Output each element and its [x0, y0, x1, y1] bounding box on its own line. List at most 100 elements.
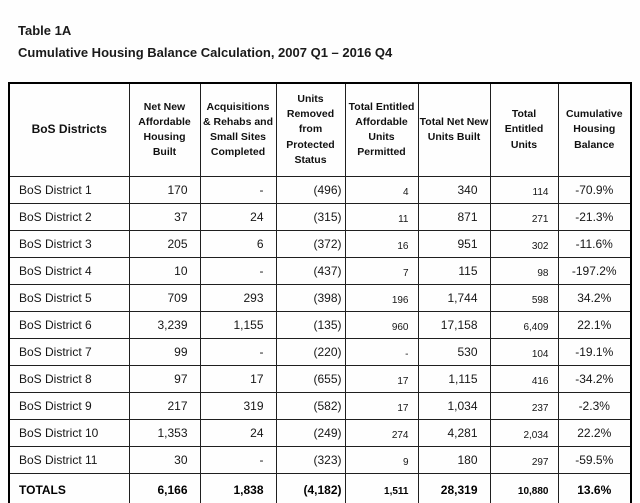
value-cell: 6: [199, 230, 277, 258]
table-row-9: BoS District 9 217 319 (582) 17 1,034 237 -2.3%: [8, 392, 632, 420]
table-row-1: BoS District 1 170- (496) 4 340 114 -70.9%: [8, 176, 632, 204]
value-cell: 9: [344, 446, 419, 474]
value-cell: 302: [489, 230, 559, 258]
value-cell: 17,158: [417, 311, 491, 339]
district-cell: BoS District 7: [8, 338, 130, 366]
value-cell: 24: [199, 203, 277, 231]
totals-value-cell: 13.6%: [557, 473, 632, 503]
value-cell: 17: [344, 365, 419, 393]
page-subtitle: Cumulative Housing Balance Calculation, …: [18, 44, 393, 60]
totals-value-cell: 1,511: [344, 473, 419, 503]
district-cell: BoS District 10: [8, 419, 130, 447]
page-title: Table 1A: [18, 23, 72, 38]
table-row-7: BoS District 7 99- (220) -530 104 -19.1%: [8, 338, 632, 366]
table-row-2: BoS District 2 37 24 (315) 11 871 271 -21.3%: [8, 203, 632, 231]
value-cell: 1,155: [199, 311, 277, 339]
value-cell: 17: [344, 392, 419, 420]
value-cell: 293: [199, 284, 277, 312]
value-cell: 205: [128, 230, 201, 258]
table-row-10: BoS District 10 1,353 24 (249) 274 4,281 2,034…: [8, 419, 632, 447]
value-cell: -34.2%: [557, 365, 632, 393]
district-cell: BoS District 9: [8, 392, 130, 420]
value-cell: -21.3%: [557, 203, 632, 231]
value-cell: 114: [489, 176, 559, 204]
totals-value-cell: 10,880: [489, 473, 559, 503]
value-cell: (582): [275, 392, 346, 420]
district-cell: BoS District 4: [8, 257, 130, 285]
value-cell: 951: [417, 230, 491, 258]
value-cell: 34.2%: [557, 284, 632, 312]
column-header-net-new-affordable-housing-built: Net New Affordable Housing Built: [128, 82, 201, 177]
value-cell: 22.2%: [557, 419, 632, 447]
value-cell: 6,409: [489, 311, 559, 339]
column-header-bos-districts: BoS Districts: [8, 82, 130, 177]
value-cell: -: [199, 176, 277, 204]
value-cell: -2.3%: [557, 392, 632, 420]
table-row-5: BoS District 5 709 293 (398) 196 1,744 598 34.2…: [8, 284, 632, 312]
value-cell: -: [199, 257, 277, 285]
district-cell: BoS District 5: [8, 284, 130, 312]
value-cell: 196: [344, 284, 419, 312]
value-cell: (220): [275, 338, 346, 366]
value-cell: -: [344, 338, 419, 366]
value-cell: -: [199, 446, 277, 474]
value-cell: 7: [344, 257, 419, 285]
value-cell: 416: [489, 365, 559, 393]
district-cell: BoS District 6: [8, 311, 130, 339]
column-header-acquisitions-rehabs-small-sites-completed: Acquisitions & Rehabs and Small Sites Co…: [199, 82, 277, 177]
value-cell: -11.6%: [557, 230, 632, 258]
value-cell: -70.9%: [557, 176, 632, 204]
value-cell: 98: [489, 257, 559, 285]
value-cell: 274: [344, 419, 419, 447]
title-block: Table 1A Cumulative Housing Balance Calc…: [18, 23, 393, 61]
value-cell: 2,034: [489, 419, 559, 447]
district-cell: BoS District 8: [8, 365, 130, 393]
value-cell: -197.2%: [557, 257, 632, 285]
value-cell: 598: [489, 284, 559, 312]
value-cell: 960: [344, 311, 419, 339]
value-cell: (372): [275, 230, 346, 258]
table-row-8: BoS District 8 97 17 (655) 17 1,115 416 -34.2%: [8, 365, 632, 393]
value-cell: 319: [199, 392, 277, 420]
value-cell: 4: [344, 176, 419, 204]
value-cell: 340: [417, 176, 491, 204]
value-cell: 10: [128, 257, 201, 285]
value-cell: 17: [199, 365, 277, 393]
value-cell: 115: [417, 257, 491, 285]
value-cell: (655): [275, 365, 346, 393]
table-row-6: BoS District 6 3,239 1,155 (135) 960 17,158 6,…: [8, 311, 632, 339]
value-cell: 271: [489, 203, 559, 231]
district-cell: BoS District 3: [8, 230, 130, 258]
value-cell: 1,353: [128, 419, 201, 447]
value-cell: (323): [275, 446, 346, 474]
value-cell: -19.1%: [557, 338, 632, 366]
value-cell: 1,115: [417, 365, 491, 393]
totals-value-cell: 28,319: [417, 473, 491, 503]
value-cell: 30: [128, 446, 201, 474]
table-row-4: BoS District 4 10- (437) 7 115 98 -197.2%: [8, 257, 632, 285]
value-cell: (437): [275, 257, 346, 285]
value-cell: 104: [489, 338, 559, 366]
value-cell: (135): [275, 311, 346, 339]
district-cell: BoS District 2: [8, 203, 130, 231]
value-cell: (315): [275, 203, 346, 231]
table-row-3: BoS District 3 205 6 (372) 16 951 302 -11.6%: [8, 230, 632, 258]
value-cell: (398): [275, 284, 346, 312]
value-cell: 237: [489, 392, 559, 420]
totals-label-cell: TOTALS: [8, 473, 130, 503]
totals-value-cell: 6,166: [128, 473, 201, 503]
value-cell: (249): [275, 419, 346, 447]
table-row-11: BoS District 11 30- (323) 9 180 297 -59.5%: [8, 446, 632, 474]
value-cell: (496): [275, 176, 346, 204]
value-cell: 22.1%: [557, 311, 632, 339]
value-cell: 297: [489, 446, 559, 474]
value-cell: 1,034: [417, 392, 491, 420]
district-cell: BoS District 11: [8, 446, 130, 474]
value-cell: 3,239: [128, 311, 201, 339]
value-cell: 37: [128, 203, 201, 231]
value-cell: 1,744: [417, 284, 491, 312]
totals-value-cell: (4,182): [275, 473, 346, 503]
column-header-total-entitled-units: Total Entitled Units: [489, 82, 559, 177]
column-header-total-entitled-affordable-units-permitted: Total Entitled Affordable Units Permitte…: [344, 82, 419, 177]
